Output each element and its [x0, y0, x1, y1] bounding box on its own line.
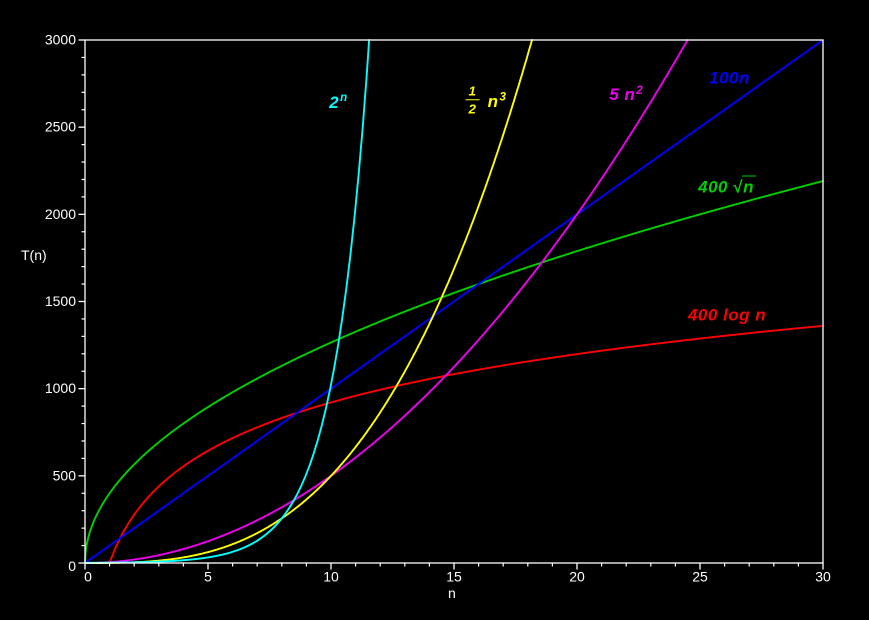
superscript: 3 [499, 91, 507, 104]
curve-5n2 [84, 39, 689, 564]
x-tick-label: 20 [569, 569, 585, 585]
x-tick-label: 0 [84, 569, 92, 585]
y-tick-label: 1000 [45, 380, 76, 396]
x-tick-label: 30 [815, 569, 831, 585]
curve-exp2 [84, 39, 371, 564]
radical-sign-icon: √ [733, 177, 744, 197]
superscript: 2 [636, 84, 644, 97]
y-tick-label: 2000 [45, 206, 76, 222]
superscript: n [340, 92, 348, 105]
curve-400sqrtn [84, 180, 824, 564]
x-tick-label: 5 [204, 569, 212, 585]
y-tick-label: 1500 [45, 293, 76, 309]
x-tick-label: 25 [692, 569, 708, 585]
y-tick-label: 500 [53, 467, 77, 483]
curve-label-5n2: 5 n2 [609, 84, 644, 105]
y-tick-label: 0 [68, 558, 76, 574]
curve-100n [84, 39, 824, 564]
radicand: n [742, 175, 756, 197]
curve-label-400sqrtn: 400 √n [698, 175, 756, 197]
curve-label-100n: 100n [709, 68, 750, 88]
x-axis-title: n [448, 585, 456, 601]
x-tick-label: 15 [446, 569, 462, 585]
curve-half-cube [84, 39, 533, 564]
y-axis-title: T(n) [21, 247, 47, 263]
curve-label-exp2: 2n [329, 92, 348, 112]
x-tick-label: 10 [323, 569, 339, 585]
y-tick-label: 2500 [45, 119, 76, 135]
curve-400logn [108, 324, 824, 564]
curve-label-400logn: 400 log n [687, 305, 767, 325]
y-tick-label: 3000 [45, 32, 76, 48]
